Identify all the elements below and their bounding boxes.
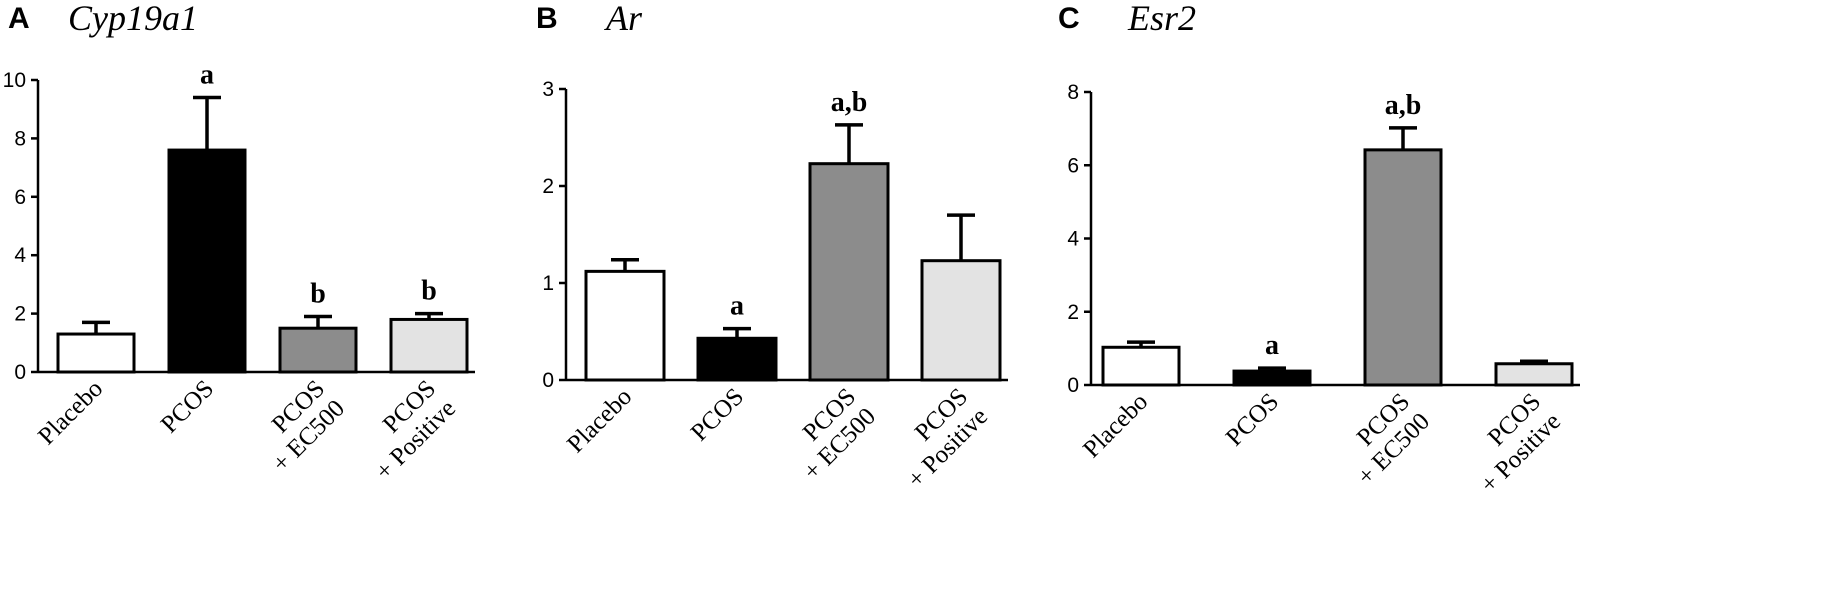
panel-a-letter: A <box>8 2 30 35</box>
panel-c-bar <box>1101 345 1181 387</box>
panel-a-bar <box>278 326 358 374</box>
panel-c-bar <box>1494 362 1574 387</box>
panel-c-title: Esr2 <box>1127 0 1196 38</box>
panel-c-category-label: PCOS+ EC500 <box>1333 388 1435 490</box>
panel-a-category-label: PCOS+ EC500 <box>248 375 350 477</box>
panel-a-y-tick-label: 2 <box>14 303 26 326</box>
panel-c-y-tick-label: 0 <box>1067 374 1079 397</box>
panel-c-significance-label: a,b <box>1385 90 1422 121</box>
panel-a-significance-label: a <box>200 60 214 91</box>
panel-c-letter: C <box>1058 2 1080 35</box>
panel-a-bar <box>389 317 469 374</box>
panel-b-letter: B <box>536 2 558 35</box>
panel-a-category-label: PCOS+ Positive <box>351 375 461 485</box>
panel-c-bar <box>1363 148 1443 387</box>
panel-a-y-tick-label: 0 <box>14 361 26 384</box>
panel-c-y-tick-label: 8 <box>1067 81 1079 104</box>
panel-b-significance-label: a <box>730 291 744 322</box>
panel-c-category-label: PCOS+ Positive <box>1456 388 1566 498</box>
panel-b-y-tick-label: 2 <box>542 175 554 198</box>
panel-c: C Esr2 0 2 4 6 8 Placebo a PCOS a,b PCOS+ EC500 PC… <box>1058 0 1580 498</box>
panel-b-category-label: PCOS <box>686 383 749 446</box>
panel-b-category-label: PCOS+ Positive <box>883 383 993 493</box>
panel-b-category-label: PCOS+ EC500 <box>779 383 881 485</box>
panel-c-y-tick-label: 2 <box>1067 301 1079 324</box>
panel-b-y-tick-label: 0 <box>542 369 554 392</box>
panel-c-category-label: PCOS <box>1221 388 1284 451</box>
panel-b-category-label: Placebo <box>562 383 637 458</box>
panel-a-title: Cyp19a1 <box>68 0 198 38</box>
panel-a-significance-label: b <box>421 276 437 307</box>
panel-b: B Ar 0 1 2 3 Placebo a PCOS a,b PCOS+ EC500 PCOS+… <box>536 0 1008 493</box>
panel-a-category-label: Placebo <box>33 375 108 450</box>
panel-b-bar <box>696 336 778 382</box>
panel-a-significance-label: b <box>310 279 326 310</box>
panel-a-y-tick-label: 6 <box>14 186 26 209</box>
panel-b-bar <box>920 259 1002 382</box>
panel-c-y-tick-label: 4 <box>1067 228 1079 251</box>
panel-b-y-tick-label: 3 <box>542 78 554 101</box>
panel-a-y-tick-label: 4 <box>14 244 26 267</box>
panel-c-y-tick-label: 6 <box>1067 154 1079 177</box>
panel-a-bar <box>56 332 136 374</box>
panel-c-category-label: Placebo <box>1078 388 1153 463</box>
panel-b-y-tick-label: 1 <box>542 272 554 295</box>
panel-a-category-label: PCOS <box>156 375 219 438</box>
panel-b-significance-label: a,b <box>831 87 868 118</box>
panel-b-title: Ar <box>604 0 643 38</box>
panel-c-bar <box>1232 369 1312 387</box>
panel-a-bar <box>167 148 247 374</box>
panel-c-significance-label: a <box>1265 330 1279 361</box>
panel-a-y-tick-label: 8 <box>14 127 26 150</box>
panel-a-y-tick-label: 10 <box>3 69 26 92</box>
panel-b-bar <box>808 162 890 382</box>
panel-b-bar <box>584 269 666 382</box>
panel-a: A Cyp19a1 0 2 4 6 8 10 Placebo a PCOS b PCOS+ EC50… <box>3 0 475 485</box>
